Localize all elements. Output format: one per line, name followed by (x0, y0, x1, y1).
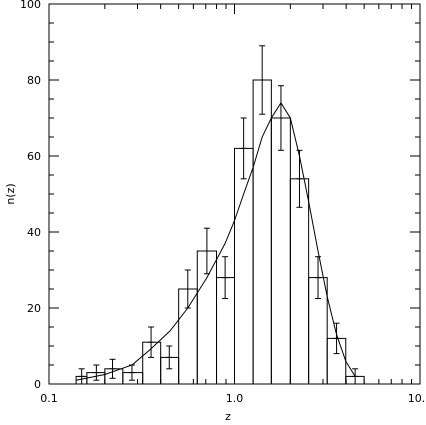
error-bar-9 (240, 117, 247, 180)
histogram-bar-12 (289, 178, 310, 385)
y-tick-label-5: 100 (20, 0, 41, 11)
y-tick-label-3: 60 (27, 150, 41, 163)
error-bar-3 (128, 364, 135, 381)
error-bar-2 (109, 358, 116, 379)
error-bar-4 (148, 326, 155, 358)
error-bar-11 (277, 85, 284, 151)
histogram-bar-1 (86, 372, 106, 385)
error-bar-1 (93, 364, 100, 381)
error-bars (78, 45, 359, 385)
y-tick-label-1: 20 (27, 302, 41, 315)
histogram-bar-11 (270, 117, 291, 385)
error-bar-8 (222, 256, 229, 299)
histogram-bar-3 (122, 372, 144, 385)
y-axis-ticks: 0 20 40 60 80 100 (20, 0, 420, 391)
y-tick-label-2: 40 (27, 226, 41, 239)
model-curve (76, 101, 356, 381)
error-bar-12 (296, 149, 303, 208)
error-bar-5 (166, 345, 173, 370)
error-bar-15 (352, 368, 359, 385)
y-axis-label: n(z) (4, 183, 17, 204)
x-axis-ticks: 0.1 1.0 10.0 (40, 4, 426, 405)
x-axis-label: z (225, 410, 231, 423)
x-tick-label-2: 10.0 (408, 392, 426, 405)
error-bar-0 (78, 368, 85, 385)
x-tick-label-1: 1.0 (226, 392, 244, 405)
error-bar-10 (259, 45, 266, 115)
y-tick-label-0: 0 (34, 378, 41, 391)
model-curve-layer (76, 101, 356, 381)
y-tick-label-4: 80 (27, 74, 41, 87)
histogram-bar-9 (234, 147, 254, 385)
error-bar-6 (184, 269, 191, 309)
error-bar-7 (203, 227, 210, 275)
histogram-bars (75, 79, 365, 385)
histogram-bar-10 (252, 79, 272, 385)
x-tick-label-0: 0.1 (40, 392, 58, 405)
error-bar-13 (315, 256, 322, 299)
error-bar-14 (333, 322, 340, 355)
